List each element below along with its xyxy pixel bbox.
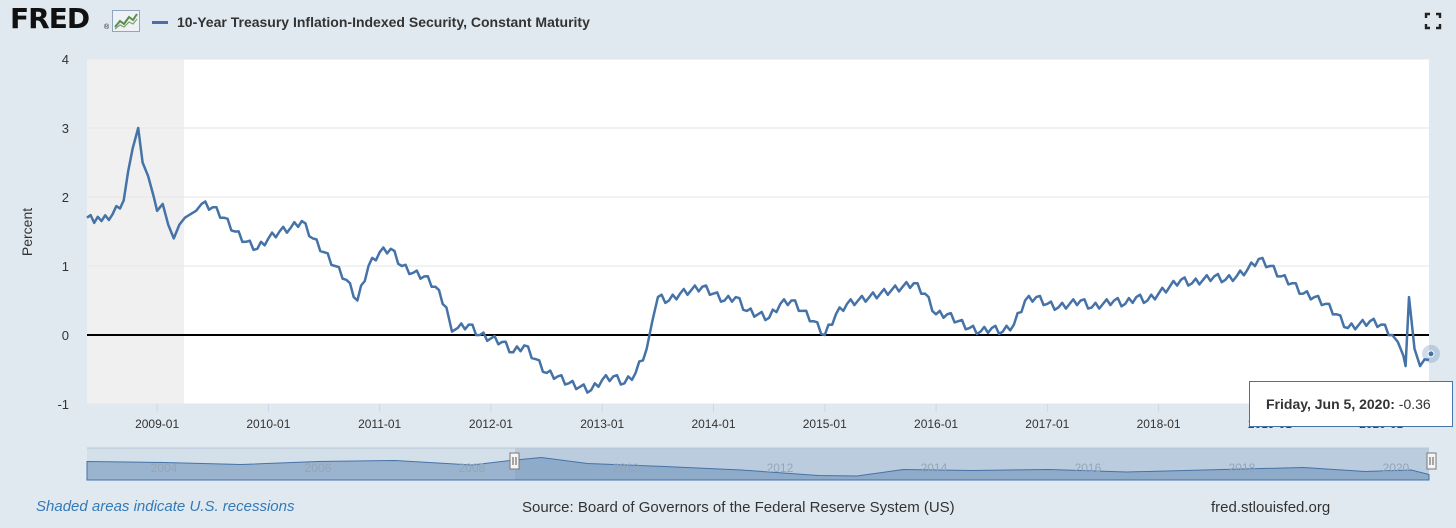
series-line[interactable] (86, 126, 1430, 394)
navigator-labels: 2004 2006 2008 2010 2012 2014 2016 2018 2020 (151, 461, 1410, 475)
y-tick-label: 2 (62, 190, 69, 205)
navigator-label: 2008 (459, 461, 486, 475)
y-tick-label: 4 (62, 52, 69, 67)
navigator-label: 2018 (1229, 461, 1256, 475)
legend-swatch (152, 20, 168, 24)
x-tick-label: 2017-01 (1025, 417, 1069, 431)
fullscreen-icon[interactable] (1424, 12, 1442, 30)
navigator[interactable]: 2004 2006 2008 2010 2012 2014 2016 2018 2020 (86, 447, 1437, 481)
recession-shading (87, 59, 184, 404)
fred-logo[interactable]: FRED (10, 2, 90, 35)
legend[interactable]: 10-Year Treasury Inflation-Indexed Secur… (152, 12, 590, 32)
chart-header: FRED ® 10-Year Treasury Inflation-Indexe… (0, 0, 1456, 46)
y-tick-label: 0 (62, 328, 69, 343)
fred-registered-mark: ® (104, 24, 110, 31)
x-axis-ticks: 2009-01 2010-01 2011-01 2012-01 2013-01 2014-… (135, 404, 1403, 431)
navigator-series (86, 456, 1430, 481)
x-tick-label: 2010-01 (246, 417, 290, 431)
y-tick-label: 3 (62, 121, 69, 136)
recession-note[interactable]: Shaded areas indicate U.S. recessions (36, 498, 295, 515)
legend-label: 10-Year Treasury Inflation-Indexed Secur… (177, 14, 590, 30)
y-tick-label: 1 (62, 259, 69, 274)
navigator-label: 2004 (151, 461, 178, 475)
navigator-label: 2020 (1383, 461, 1410, 475)
plot-area (87, 59, 1429, 404)
y-axis-label: Percent (19, 208, 35, 256)
navigator-label: 2014 (921, 461, 948, 475)
site-link[interactable]: fred.stlouisfed.org (1211, 499, 1331, 516)
x-tick-label: 2011-01 (358, 417, 401, 431)
navigator-label: 2010 (613, 461, 640, 475)
tooltip-date: Friday, Jun 5, 2020: (1266, 396, 1395, 412)
source-note: Source: Board of Governors of the Federa… (522, 499, 955, 516)
x-tick-label: 2018-01 (1137, 417, 1181, 431)
x-tick-label: 2009-01 (135, 417, 179, 431)
navigator-left-handle[interactable] (509, 452, 520, 470)
fred-graph-icon[interactable] (112, 10, 140, 32)
x-tick-label: 2012-01 (469, 417, 513, 431)
x-tick-label: 2014-01 (691, 417, 735, 431)
y-axis-ticks: 4 3 2 1 0 -1 (57, 52, 69, 412)
x-tick-label: 2015-01 (803, 417, 847, 431)
navigator-label: 2016 (1075, 461, 1102, 475)
navigator-right-handle[interactable] (1426, 452, 1437, 470)
x-tick-label: 2016-01 (914, 417, 958, 431)
navigator-label: 2006 (305, 461, 332, 475)
y-tick-label: -1 (57, 397, 69, 412)
tooltip: Friday, Jun 5, 2020: -0.36 (1249, 381, 1453, 427)
navigator-label: 2012 (767, 461, 794, 475)
x-tick-label: 2013-01 (580, 417, 624, 431)
hover-marker[interactable] (1427, 350, 1435, 358)
tooltip-value: -0.36 (1398, 396, 1431, 412)
